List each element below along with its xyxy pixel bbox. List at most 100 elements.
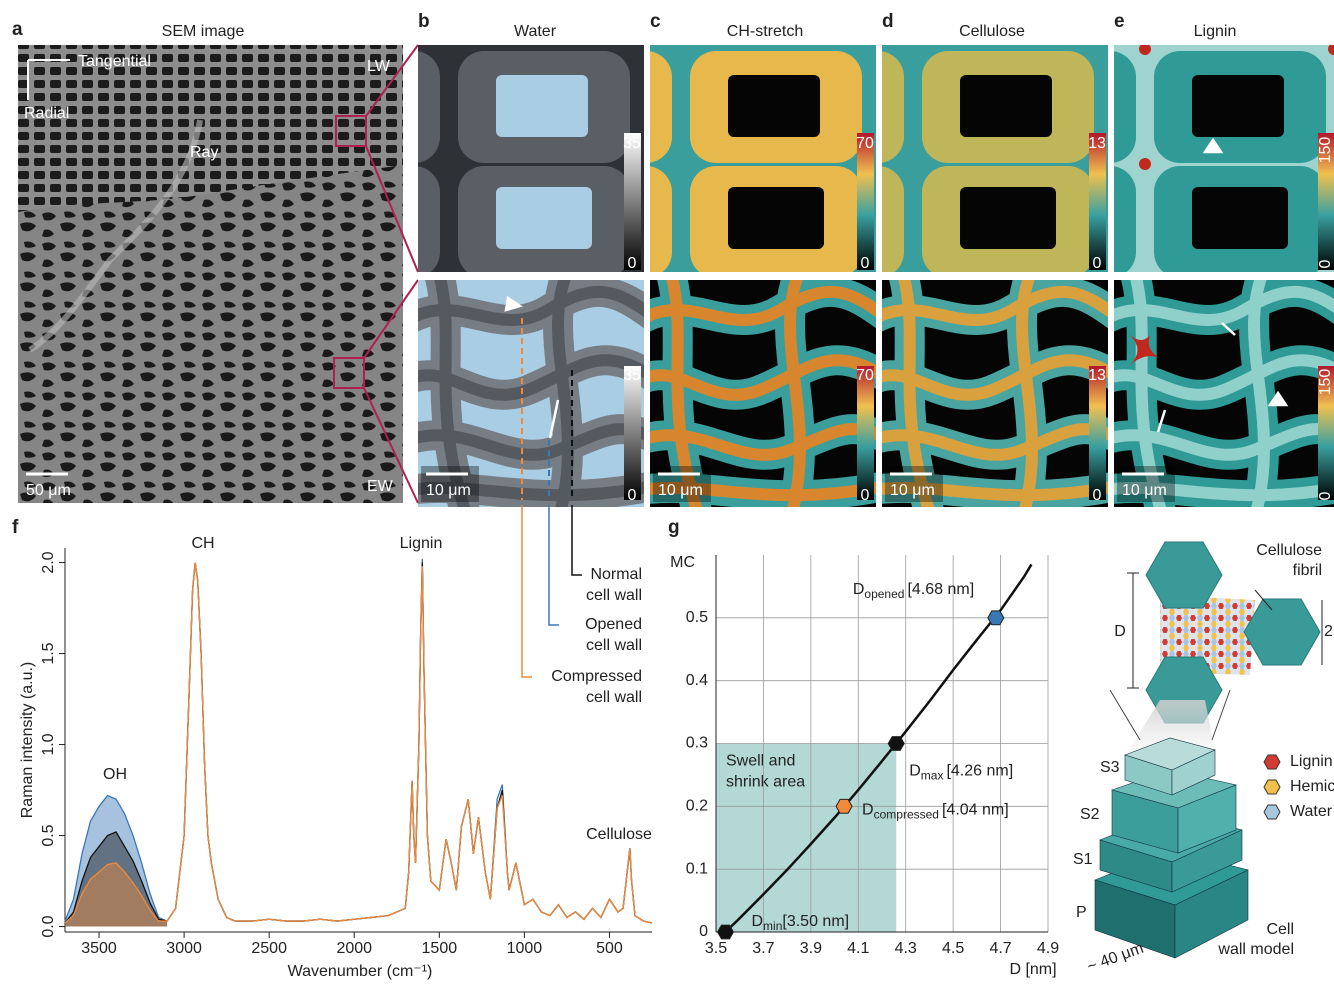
scale-bar-label: 10 μm xyxy=(426,482,471,499)
size-label: ~ 40 μm xyxy=(1085,940,1146,976)
legend-label: Lignin xyxy=(1290,753,1333,770)
x-tick-label: 500 xyxy=(596,940,623,957)
caption: wall model xyxy=(1217,941,1294,958)
label: Tangential xyxy=(78,53,151,70)
panel-title: Water xyxy=(514,23,557,40)
label-rest: [4.04 nm] xyxy=(942,802,1009,819)
x-tick-label: 3.5 xyxy=(705,940,727,957)
y-tick-label: 0 xyxy=(699,923,708,940)
panel-letter: b xyxy=(418,11,430,32)
cbar-max: 70 xyxy=(856,135,874,152)
label-sub: compressed xyxy=(874,808,939,822)
panel-title: SEM image xyxy=(162,23,245,40)
point xyxy=(988,611,1004,625)
point xyxy=(836,799,852,813)
x-tick-label: 3.7 xyxy=(752,940,774,957)
scale-bar-label: 10 μm xyxy=(658,482,703,499)
panel-letter: a xyxy=(12,19,23,40)
panel-title: CH-stretch xyxy=(727,23,803,40)
line xyxy=(65,563,652,923)
legend-swatch xyxy=(1264,755,1280,769)
legend-line xyxy=(549,505,559,625)
cbar-max: 13 xyxy=(1088,367,1106,384)
panel-letter: d xyxy=(882,11,894,32)
dimension-label: 2D xyxy=(1324,623,1334,640)
x-tick-label: 4.1 xyxy=(847,940,869,957)
panel-letter: c xyxy=(650,11,661,32)
legend-line xyxy=(572,505,582,575)
x-tick-label: 3500 xyxy=(81,940,117,957)
fibril-label: fibril xyxy=(1293,562,1322,579)
label: Radial xyxy=(24,105,69,122)
layer-label: S2 xyxy=(1080,806,1100,823)
point-label: Dopened[4.68 nm] xyxy=(853,581,974,601)
point-label: Dmax[4.26 nm] xyxy=(909,763,1013,783)
cell-wall-model: Lignin Hemicellulose Water Cellulose fib… xyxy=(1073,542,1334,976)
cbar-min: 0 xyxy=(861,487,870,504)
label-main: D xyxy=(751,913,763,930)
legend-swatch xyxy=(1264,805,1280,819)
label-main: D xyxy=(862,802,874,819)
label: LW xyxy=(367,58,391,75)
cbar-max: 35 xyxy=(623,135,641,152)
legend-line xyxy=(522,505,532,677)
cbar-min: 0 xyxy=(628,255,637,272)
x-tick-label: 3.9 xyxy=(800,940,822,957)
cbar-min: 0 xyxy=(861,255,870,272)
scale-bar-label: 10 μm xyxy=(890,482,935,499)
x-tick-label: 1500 xyxy=(422,940,458,957)
panel-letter: g xyxy=(668,517,680,538)
x-tick-label: 4.9 xyxy=(1037,940,1059,957)
figure: a SEM image Tangential Radial Ray LW EW … xyxy=(0,0,1334,982)
label-sub: max xyxy=(921,769,944,783)
layer-label: S1 xyxy=(1073,851,1093,868)
zoom-line xyxy=(1110,690,1140,740)
label-rest: [3.50 nm] xyxy=(782,913,849,930)
x-tick-label: 4.5 xyxy=(942,940,964,957)
annotation: CH xyxy=(191,535,214,552)
label-sub: opened xyxy=(864,587,904,601)
line xyxy=(65,563,652,923)
label: EW xyxy=(367,478,394,495)
y-tick-label: 0.1 xyxy=(686,860,708,877)
dimension-label: D xyxy=(1114,623,1126,640)
y-tick-label: 0.0 xyxy=(40,915,57,937)
y-tick-label: 0.2 xyxy=(686,798,708,815)
y-tick-label: 0.3 xyxy=(686,735,708,752)
annotation: Cellulose xyxy=(586,826,652,843)
annotation: Lignin xyxy=(400,535,443,552)
panel-letter: e xyxy=(1114,11,1125,32)
cbar-min: 0 xyxy=(1317,491,1334,500)
y-tick-label: 2.0 xyxy=(40,551,57,573)
x-tick-label: 1000 xyxy=(507,940,543,957)
panel-letter: f xyxy=(12,517,19,538)
x-tick-label: 2000 xyxy=(336,940,372,957)
cbar-max: 150 xyxy=(1317,369,1334,396)
region-label: shrink area xyxy=(726,774,805,791)
cbar-max: 13 xyxy=(1088,135,1106,152)
label-sub: min xyxy=(763,919,782,933)
x-axis-title: Wavenumber (cm⁻¹) xyxy=(288,963,433,980)
line xyxy=(65,559,652,923)
page: a SEM image Tangential Radial Ray LW EW … xyxy=(0,0,1334,982)
fibril-label: Cellulose xyxy=(1256,542,1322,559)
y-tick-label: 1.0 xyxy=(40,733,57,755)
shaded-region xyxy=(716,744,896,933)
x-tick-label: 2500 xyxy=(251,940,287,957)
scale-bar-label: 50 μm xyxy=(26,482,71,499)
scale-bar-label: 10 μm xyxy=(1122,482,1167,499)
y-axis-title: Raman intensity (a.u.) xyxy=(19,662,36,819)
cbar-max: 150 xyxy=(1317,137,1334,164)
point xyxy=(717,925,733,939)
cbar-min: 0 xyxy=(628,487,637,504)
annotation: OH xyxy=(103,766,127,783)
y-tick-label: 0.5 xyxy=(686,609,708,626)
cbar-min: 0 xyxy=(1093,255,1102,272)
label-rest: [4.68 nm] xyxy=(907,581,974,598)
y-axis-title: MC xyxy=(670,554,695,571)
panel-title: Cellulose xyxy=(959,23,1025,40)
cbar-max: 70 xyxy=(856,367,874,384)
panel-title: Lignin xyxy=(1194,23,1237,40)
legend-label: Hemicellulose xyxy=(1290,778,1334,795)
label-main: D xyxy=(909,763,921,780)
